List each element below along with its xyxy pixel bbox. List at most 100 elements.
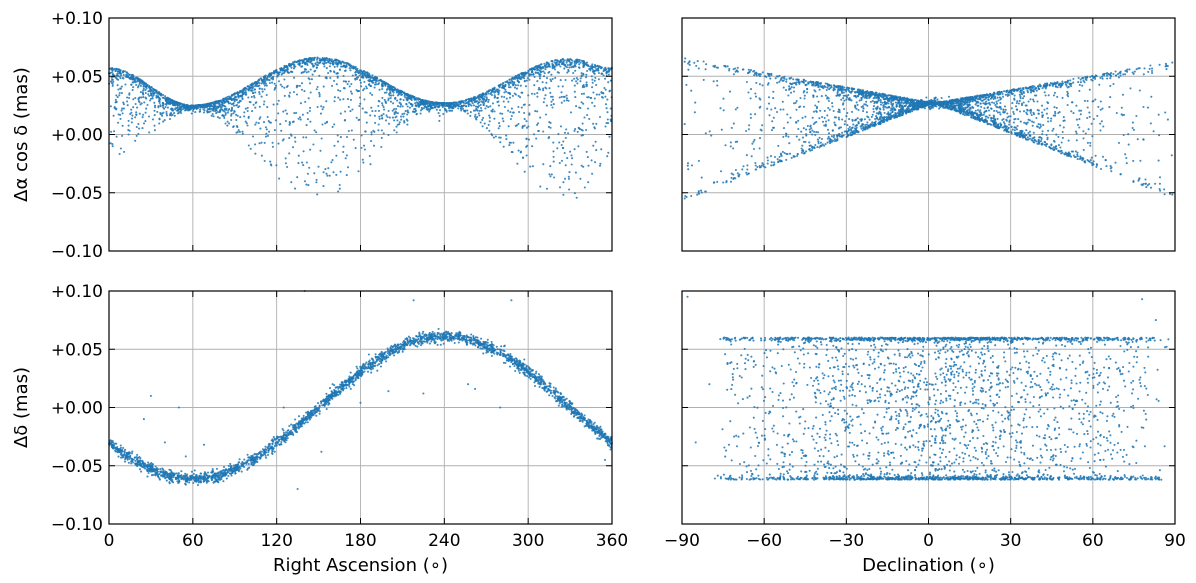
scatter-point [712,80,715,83]
scatter-point [521,72,524,75]
scatter-point [475,118,478,121]
scatter-point [293,112,296,115]
scatter-point [525,79,528,82]
scatter-point [539,116,542,119]
scatter-point [783,77,786,80]
scatter-point [742,68,745,71]
scatter-point [264,80,267,83]
scatter-point [686,162,690,165]
scatter-point [360,76,363,79]
scatter-point [141,127,144,130]
scatter-point [472,109,476,112]
scatter-point [286,70,289,73]
scatter-point [337,89,340,92]
scatter-point [597,71,600,75]
scatter-point [132,86,135,89]
scatter-point [313,129,316,132]
scatter-point [224,122,227,125]
scatter-point [1151,71,1154,75]
scatter-point [488,116,491,119]
scatter-point [848,118,851,121]
scatter-point [526,77,529,80]
scatter-point [345,135,349,139]
scatter-point [1032,111,1035,114]
scatter-point [306,111,309,114]
scatter-point [562,181,565,184]
scatter-point [194,111,197,114]
scatter-point [1131,121,1134,124]
scatter-point [395,131,398,134]
scatter-point [224,113,227,116]
scatter-point [176,112,179,115]
scatter-point [127,119,130,122]
scatter-point [558,161,561,165]
scatter-point [419,99,422,102]
scatter-point [471,102,474,105]
scatter-point [524,85,528,88]
scatter-point [168,117,172,121]
scatter-point [358,79,362,82]
scatter-point [320,105,323,108]
scatter-point [511,151,514,154]
scatter-point [856,103,859,106]
scatter-point [501,84,504,87]
scatter-point [592,122,595,125]
scatter-point [292,90,296,94]
scatter-point [156,96,159,99]
scatter-point [302,60,305,64]
scatter-point [1006,112,1009,115]
scatter-point [260,95,263,98]
scatter-point [976,108,980,112]
scatter-point [266,76,269,79]
scatter-point [271,81,274,84]
scatter-point [212,109,215,112]
scatter-point [273,129,276,132]
scatter-point [147,115,151,118]
scatter-point [773,161,776,164]
scatter-point [349,69,352,72]
scatter-point [844,120,847,123]
scatter-point [126,104,129,107]
scatter-point [1003,90,1006,93]
scatter-point [560,91,563,94]
scatter-point [522,76,525,79]
scatter-point [248,100,251,104]
scatter-point [564,136,567,139]
scatter-point [337,59,340,62]
scatter-point [1121,114,1124,117]
scatter-point [855,124,858,127]
scatter-point [533,84,536,87]
scatter-point [328,174,331,177]
scatter-point [1015,101,1018,105]
scatter-point [591,101,594,104]
scatter-point [478,98,481,101]
scatter-point [277,71,280,74]
scatter-point [449,103,452,106]
scatter-point [460,101,463,104]
scatter-point [309,57,312,60]
scatter-point [190,112,193,115]
scatter-point [419,112,422,115]
scatter-point [244,107,247,110]
scatter-point [872,110,875,113]
scatter-point [226,95,229,99]
scatter-point [325,172,328,175]
scatter-point [309,106,312,109]
scatter-point [232,102,235,105]
scatter-point [845,115,848,118]
scatter-point [358,118,361,121]
scatter-point [537,129,540,133]
scatter-point [593,72,596,75]
scatter-point [806,124,809,128]
scatter-point [761,162,764,165]
scatter-point [131,114,134,117]
scatter-point [302,164,305,167]
scatter-point [500,95,503,98]
scatter-point [560,159,564,162]
scatter-point [268,75,271,78]
scatter-point [545,63,548,66]
scatter-point [520,91,523,94]
scatter-point [578,66,581,69]
scatter-point [582,165,585,168]
scatter-point [109,80,113,83]
